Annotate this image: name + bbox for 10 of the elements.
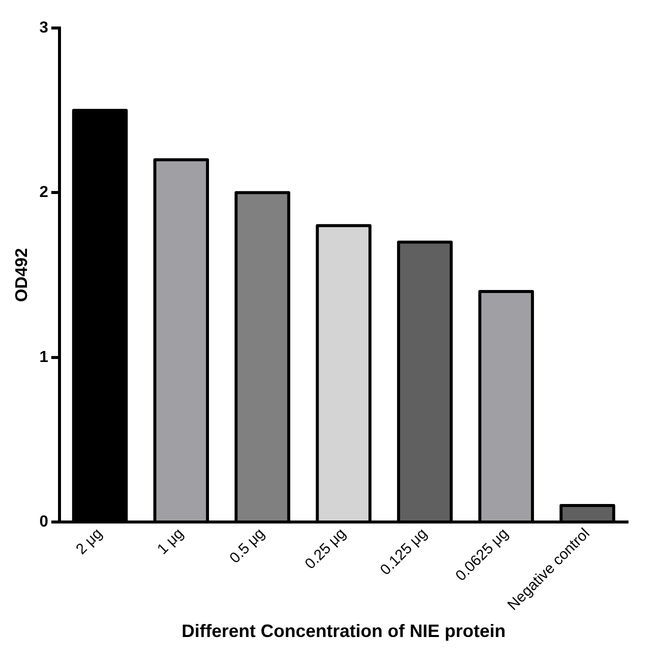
x-tick-label: 2 μg (72, 525, 106, 558)
y-axis-title: OD492 (12, 248, 31, 302)
x-axis-title: Different Concentration of NIE protein (182, 621, 506, 642)
y-tick-label: 3 (39, 19, 48, 36)
x-tick-label: 1 μg (154, 525, 187, 558)
y-tick-label: 0 (39, 513, 48, 530)
x-tick-label: 0.5 μg (226, 525, 268, 567)
y-tick-label: 1 (39, 348, 48, 366)
x-tick-label: 0.25 μg (302, 525, 350, 573)
y-tick-label: 2 (39, 184, 48, 202)
